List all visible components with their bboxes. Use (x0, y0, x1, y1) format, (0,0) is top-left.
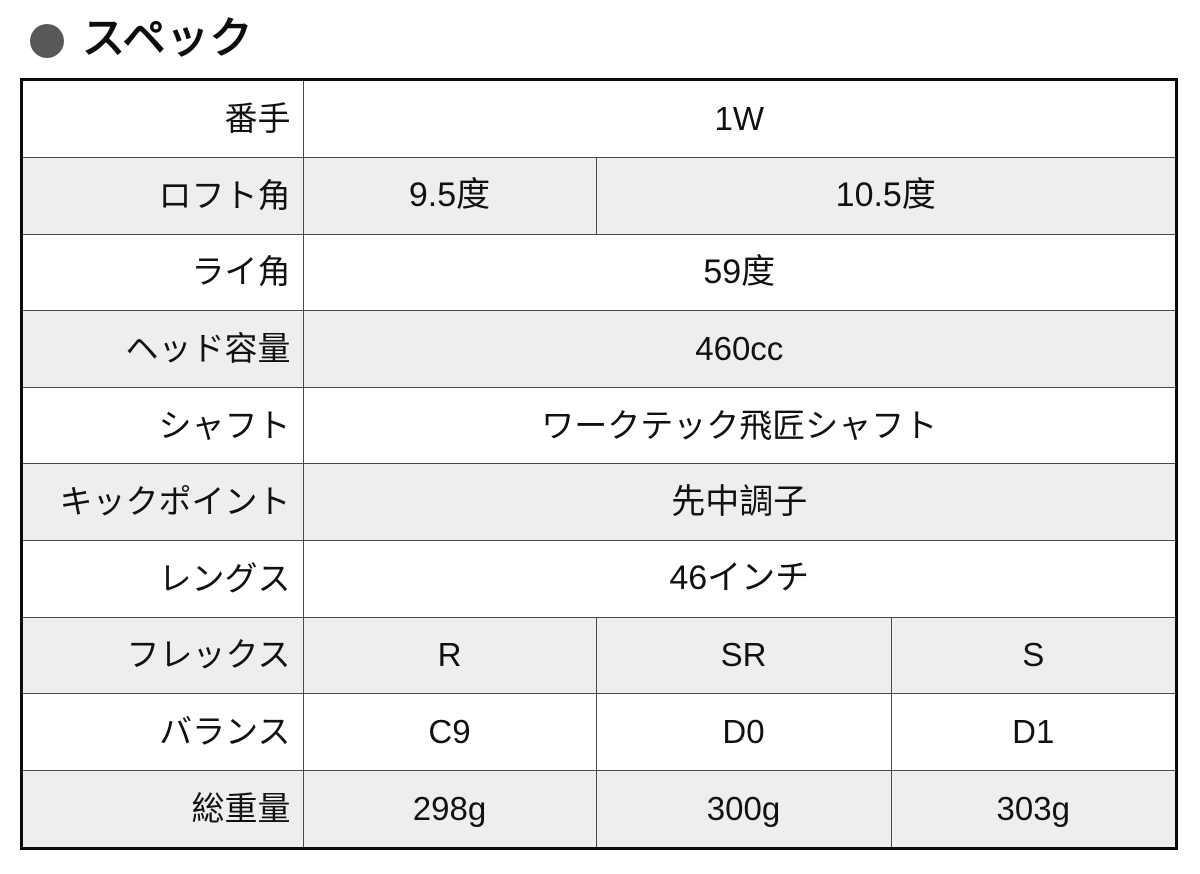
spec-table-body: 番手 1W ロフト角 9.5度 10.5度 ライ角 59度 ヘッド容量 460cc シャフト ワーク… (23, 81, 1176, 847)
spec-value-cell: SR (595, 616, 892, 695)
spec-value-cell: S (890, 616, 1176, 695)
table-row: キックポイント 先中調子 (23, 463, 1176, 542)
page-title: スペック (82, 14, 253, 63)
spec-value-cell: 10.5度 (595, 157, 1176, 235)
table-row: 総重量 298g 300g 303g (23, 769, 1176, 847)
spec-value-cell: 298g (302, 769, 597, 847)
spec-label-cell: バランス (23, 693, 304, 771)
spec-value-cell: 59度 (302, 233, 1176, 312)
spec-value-cell: ワークテック飛匠シャフト (302, 386, 1176, 465)
table-row: フレックス R SR S (23, 616, 1176, 695)
table-row: 番手 1W (23, 81, 1176, 159)
spec-label-cell: キックポイント (23, 463, 304, 542)
spec-value-cell: C9 (302, 693, 597, 771)
spec-table-container: 番手 1W ロフト角 9.5度 10.5度 ライ角 59度 ヘッド容量 460cc シャフト ワーク… (20, 78, 1178, 850)
spec-label-cell: 総重量 (23, 769, 304, 847)
filled-circle-bullet-icon (30, 24, 64, 58)
spec-label-cell: ライ角 (23, 233, 304, 312)
spec-label-cell: シャフト (23, 386, 304, 465)
spec-label-cell: レングス (23, 540, 304, 618)
spec-value-cell: 1W (302, 81, 1176, 159)
spec-value-cell: 46インチ (302, 540, 1176, 618)
page-heading: スペック (30, 8, 253, 70)
table-row: ライ角 59度 (23, 233, 1176, 312)
spec-label-cell: 番手 (23, 81, 304, 159)
spec-table: 番手 1W ロフト角 9.5度 10.5度 ライ角 59度 ヘッド容量 460cc シャフト ワーク… (23, 81, 1176, 847)
spec-value-cell: R (302, 616, 597, 695)
spec-value-cell: 先中調子 (302, 463, 1176, 542)
spec-label-cell: フレックス (23, 616, 304, 695)
spec-value-cell: 300g (595, 769, 892, 847)
spec-label-cell: ロフト角 (23, 157, 304, 235)
table-row: ヘッド容量 460cc (23, 310, 1176, 388)
spec-label-cell: ヘッド容量 (23, 310, 304, 388)
table-row: シャフト ワークテック飛匠シャフト (23, 386, 1176, 465)
spec-value-cell: D0 (595, 693, 892, 771)
table-row: レングス 46インチ (23, 540, 1176, 618)
table-row: ロフト角 9.5度 10.5度 (23, 157, 1176, 235)
spec-value-cell: 460cc (302, 310, 1176, 388)
spec-value-cell: 9.5度 (302, 157, 597, 235)
spec-value-cell: 303g (890, 769, 1176, 847)
table-row: バランス C9 D0 D1 (23, 693, 1176, 771)
spec-value-cell: D1 (890, 693, 1176, 771)
